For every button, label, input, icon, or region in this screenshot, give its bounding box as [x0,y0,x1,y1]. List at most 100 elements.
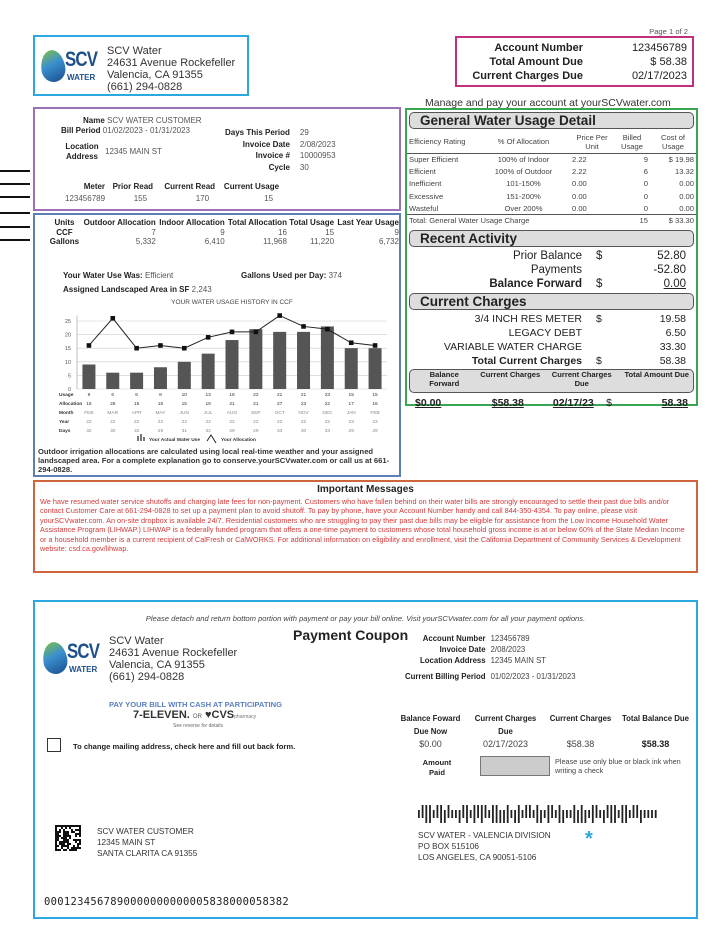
qr-module [67,841,69,843]
change-address-checkbox[interactable] [47,738,61,752]
cell: 6,732 [378,237,399,246]
history-cell: 32 [134,428,140,434]
history-cell: 22 [325,419,331,425]
recent-row: Balance Forward $0.00 [407,277,696,291]
barcode-bar [617,810,620,818]
currency-sign [596,340,626,354]
barcode-bar [547,805,550,823]
usage-bar [249,329,263,389]
history-row-label: Usage [59,392,74,398]
qr-module [71,849,73,851]
cell: 0.00 [572,191,587,201]
allocation-point [205,335,211,340]
chart-title: YOUR WATER USAGE HISTORY IN CCF [171,299,293,306]
cell: 100% of Outdoor [494,166,553,176]
amount-header: Balance Foward Due Now [400,714,461,736]
use-was-label: Your Water Use Was: [63,271,143,280]
current-row: 3/4 INCH RES METER $19.58 [407,312,696,326]
company-city: Valencia, CA 91355 [107,69,203,81]
barcode-bar [558,805,561,823]
qr-module [67,835,69,837]
barcode-bar [614,805,616,823]
history-cell: MAY [155,410,166,416]
barcode-bar [554,810,557,818]
qr-module [67,839,69,841]
history-row-label: Year [59,419,69,425]
cycle-value: 30 [299,162,309,172]
cell: 0.00 [679,191,694,201]
barcode-bar [643,810,646,818]
history-cell: 23 [349,419,355,425]
history-cell: 22 [301,419,307,425]
qr-module [75,833,77,835]
barcode-bar [573,805,576,823]
legend-bar-icon [137,436,139,441]
cell: 0.00 [679,203,694,213]
qr-module [75,849,77,851]
history-cell: 30 [301,428,307,434]
cell: 7 [151,227,156,237]
allocation-point [86,343,92,348]
qr-module [71,825,73,827]
allocation-point [158,343,163,348]
barcode-bar [529,805,531,818]
qr-module [77,829,79,831]
account-number: 123456789 [631,42,687,54]
history-cell: JAN [347,410,357,416]
usage-detail-heading: General Water Usage Detail [409,112,694,129]
usage-bar [344,348,358,389]
info-label: Account Number [422,634,486,643]
total-usage: 15 [639,216,648,226]
payment-coupon: Please detach and return bottom portion … [33,600,698,919]
ink-note: Please use only blue or black ink when w… [555,757,681,775]
history-cell: 30 [110,428,116,434]
barcode-bar [599,810,602,818]
current-usage-header: Current Usage [223,182,280,191]
amount-column: Current Charges Due 02/17/2023 [468,712,543,749]
y-tick-label: 20 [65,333,71,339]
cell: 6,410 [204,237,225,246]
manage-account-link[interactable]: Manage and pay your account at yourSCVwa… [425,97,671,109]
qr-module [69,849,71,851]
cell: Inefficient [409,179,442,189]
legend-usage: Your Actual Water Use [149,437,200,443]
fold-mark [0,239,30,241]
barcode-bar [432,810,435,818]
coupon-info-row: Location Address 12345 MAIN ST [405,655,576,666]
history-row-label: Days [59,428,71,434]
y-tick-label: 5 [68,373,71,379]
history-cell: 22 [158,419,164,425]
qr-module [63,845,65,847]
barcode-bar [525,805,528,818]
barcode-bar [566,810,568,818]
amount-paid-input[interactable] [480,756,550,776]
or-text: OR [192,714,202,720]
seven-eleven-logo: 7-ELEVEN. [133,709,190,721]
qr-module [59,831,61,833]
qr-module [73,831,75,833]
cell: 101-150% [506,179,541,189]
history-cell: 33 [325,428,331,434]
cvs-pharmacy-text: pharmacy [234,714,257,720]
qr-module [71,829,73,831]
invoice-date-label: Invoice Date [242,139,290,149]
history-cell: 29 [349,428,355,434]
barcode-bar [551,805,553,818]
postal-barcode [418,805,657,823]
cell: 100% of Indoor [497,154,550,164]
qr-module [73,849,75,851]
qr-module [59,825,61,827]
recent-row: Payments -52.80 [407,263,696,277]
history-cell: 21 [229,401,235,407]
qr-module [65,833,67,835]
barcode-bar [654,810,657,818]
legend-allocation: Your Allocation [221,437,256,443]
barcode-bar [503,810,505,823]
barcode-bar [425,805,428,823]
history-cell: 15 [134,401,140,407]
qr-module [79,843,81,845]
barcode-bar [632,805,635,818]
barcode-bar [625,805,627,823]
barcode-bar [651,810,653,818]
units-header: Units [54,218,75,227]
